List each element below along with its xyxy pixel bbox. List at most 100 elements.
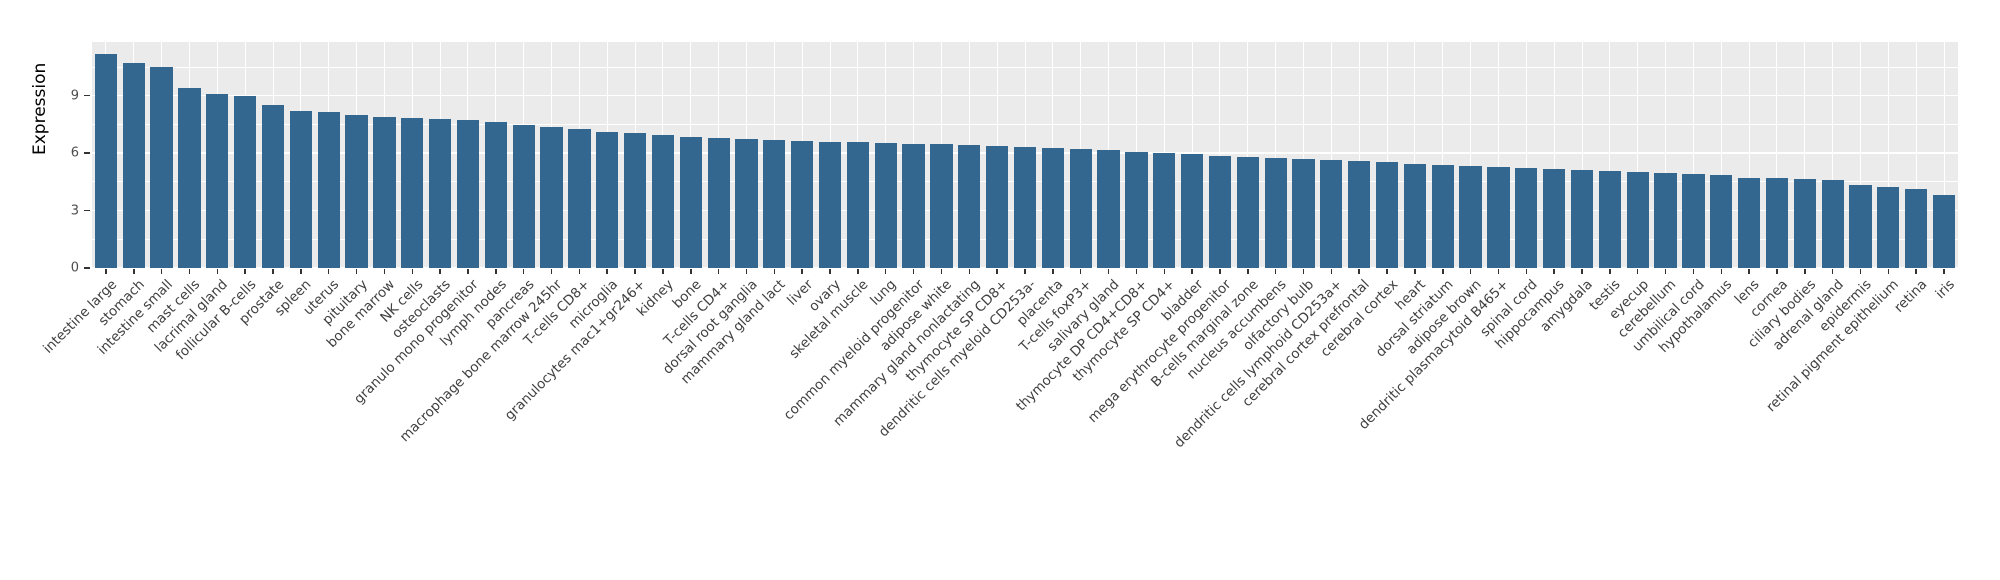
x-tick-mark (188, 268, 191, 274)
bar (1153, 153, 1176, 268)
gridline-vertical (1943, 42, 1945, 268)
bar (1403, 163, 1427, 268)
bar (1041, 148, 1064, 268)
bar (1598, 171, 1621, 268)
x-tick-mark (606, 268, 608, 274)
bar (679, 136, 702, 268)
gridline-vertical (1748, 42, 1750, 268)
y-tick-label: 6 (70, 145, 79, 161)
bar (651, 134, 675, 268)
x-tick-mark (355, 268, 358, 274)
bar (122, 63, 145, 268)
x-tick-mark (300, 268, 302, 274)
bar (94, 53, 118, 268)
x-tick-mark (1191, 268, 1193, 274)
bar (401, 117, 424, 268)
x-tick-mark (690, 268, 692, 274)
bar (1097, 150, 1120, 268)
bar (1849, 184, 1872, 268)
x-tick-mark (1358, 268, 1360, 274)
y-tick-mark (84, 152, 90, 154)
x-tick-mark (1274, 268, 1277, 274)
x-tick-mark (105, 268, 107, 274)
x-tick-mark (1664, 268, 1667, 274)
x-tick-mark (1024, 268, 1026, 274)
bar (846, 141, 870, 268)
gridline-vertical (1553, 42, 1555, 268)
bar (1570, 170, 1594, 268)
gridline-vertical (1915, 42, 1917, 268)
bar (1626, 172, 1649, 268)
bar (1737, 177, 1761, 268)
bar (1515, 168, 1538, 268)
x-tick-mark (1692, 268, 1695, 274)
bar (234, 95, 257, 268)
gridline-vertical (1442, 42, 1444, 268)
x-tick-mark (662, 268, 664, 274)
bar (178, 87, 201, 268)
x-tick-mark (1414, 268, 1416, 274)
x-tick-mark (1469, 268, 1472, 274)
x-tick-mark (1219, 268, 1221, 274)
bar (874, 142, 897, 268)
gridline-vertical (1776, 42, 1778, 268)
bar (1264, 157, 1287, 268)
gridline-vertical (1386, 42, 1388, 268)
y-tick-mark (84, 94, 90, 97)
bar (428, 118, 452, 268)
x-tick-mark (717, 268, 720, 274)
bar (1069, 149, 1092, 268)
gridline-vertical (1219, 42, 1221, 268)
bar (1710, 175, 1733, 268)
x-tick-mark (1330, 268, 1333, 274)
bar (484, 122, 507, 268)
gridline-vertical (1637, 42, 1639, 268)
bar (791, 140, 814, 268)
bar (456, 119, 480, 268)
gridline-vertical (1414, 42, 1416, 268)
bar (958, 145, 981, 268)
gridline-vertical (1525, 42, 1527, 268)
bar (1821, 179, 1844, 268)
x-tick-mark (634, 268, 636, 274)
bar (1459, 165, 1482, 268)
bar (1932, 195, 1956, 268)
x-tick-mark (1525, 268, 1528, 274)
x-tick-mark (133, 268, 135, 274)
x-tick-mark (522, 268, 525, 274)
x-tick-mark (578, 268, 581, 274)
bar (1375, 161, 1399, 268)
bar (1292, 158, 1315, 268)
gridline-vertical (1581, 42, 1583, 268)
bar (512, 125, 535, 268)
bar (261, 105, 285, 268)
y-tick-label: 0 (70, 260, 79, 276)
bar (1320, 159, 1343, 268)
x-tick-mark (1107, 268, 1110, 274)
bar (540, 127, 563, 268)
gridline-vertical (1720, 42, 1722, 268)
gridline-vertical (1832, 42, 1834, 268)
x-tick-mark (467, 268, 469, 274)
bar (1208, 155, 1232, 268)
plot-panel (92, 42, 1958, 269)
bar (707, 137, 730, 268)
bar (373, 116, 396, 268)
x-tick-mark (857, 268, 859, 274)
gridline-vertical (1470, 42, 1472, 268)
x-tick-mark (1748, 268, 1750, 274)
x-tick-mark (1386, 268, 1388, 274)
x-tick-mark (1609, 268, 1611, 274)
gridline-vertical (1804, 42, 1806, 268)
bar (206, 93, 229, 268)
x-tick-mark (996, 268, 998, 274)
x-tick-mark (1135, 268, 1138, 274)
bar (1125, 152, 1148, 268)
x-tick-mark (1163, 268, 1165, 274)
gridline-vertical (1887, 42, 1889, 268)
bar (1236, 156, 1259, 268)
x-tick-mark (1247, 268, 1249, 274)
x-axis-ticks (92, 268, 1958, 275)
bar (1543, 169, 1566, 268)
x-tick-mark (773, 268, 776, 274)
